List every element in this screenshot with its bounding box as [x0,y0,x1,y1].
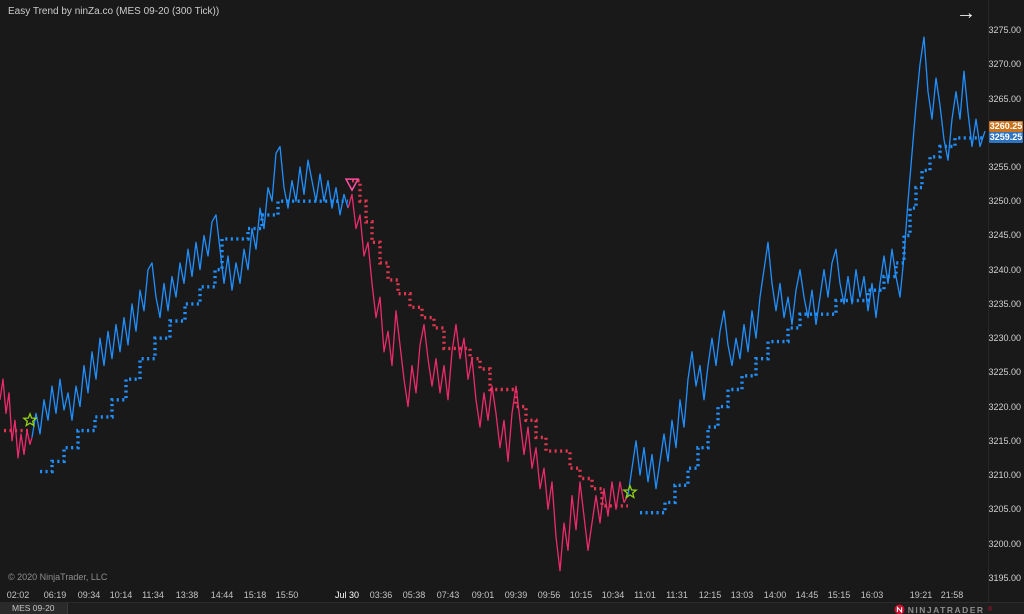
copyright-text: © 2020 NinjaTrader, LLC [8,572,108,582]
time-axis-label: 19:21 [909,590,933,600]
time-axis-label: 06:19 [43,590,67,600]
time-axis-label: 15:50 [275,590,299,600]
price-axis-label: 3250.00 [988,196,1021,206]
price-axis-label: 3275.00 [988,25,1021,35]
bottom-bar: MES 09-20 NINJATRADER ® [0,602,1024,614]
price-axis-label: 3235.00 [988,299,1021,309]
price-axis-label: 3245.00 [988,230,1021,240]
price-line-up [31,145,349,438]
last-price-badge: 3260.25 [989,121,1023,132]
time-axis[interactable]: 02:02 06:19 09:34 10:14 11:34 13:38 14:44 15:18… [0,588,988,602]
time-axis-label: 07:43 [436,590,460,600]
chart-title: Easy Trend by ninZa.co (MES 09-20 (300 T… [8,6,220,17]
price-axis-label: 3225.00 [988,367,1021,377]
time-axis-label: 15:15 [827,590,851,600]
ninjatrader-logo-text: NINJATRADER [907,604,985,614]
time-axis-label: 09:56 [537,590,561,600]
time-axis-label: 21:58 [940,590,964,600]
trend-down-triangle-marker [344,178,360,192]
time-axis-label: 02:02 [6,590,30,600]
ninjatrader-logo: NINJATRADER ® [894,604,992,614]
time-axis-label: 13:38 [175,590,199,600]
trend-up-star-marker [622,483,638,499]
time-axis-label: 14:45 [795,590,819,600]
time-axis-label: 05:38 [402,590,426,600]
trend-stop-line-up [40,199,348,474]
time-axis-label: 09:34 [77,590,101,600]
time-axis-label: 12:15 [698,590,722,600]
price-axis-label: 3265.00 [988,94,1021,104]
time-axis-label: Jul 30 [334,590,360,600]
price-axis-label: 3220.00 [988,402,1021,412]
time-axis-label: 14:00 [763,590,787,600]
scroll-to-latest-arrow-icon[interactable]: → [956,2,976,24]
time-axis-label: 15:18 [243,590,267,600]
price-axis-label: 3230.00 [988,333,1021,343]
price-axis-label: 3255.00 [988,162,1021,172]
time-axis-label: 03:36 [369,590,393,600]
time-axis-label: 13:03 [730,590,754,600]
price-axis[interactable]: 3275.003270.003265.003260.003255.003250.… [988,0,1024,602]
price-chart-canvas[interactable] [0,0,988,588]
price-axis-label: 3240.00 [988,265,1021,275]
time-axis-label: 16:03 [860,590,884,600]
time-axis-label: 09:01 [471,590,495,600]
trend-stop-price-badge: 3259.25 [989,132,1023,143]
price-line-up [627,36,986,496]
price-line-down [347,193,629,572]
time-axis-label: 10:34 [601,590,625,600]
instrument-tab[interactable]: MES 09-20 [0,603,68,614]
trend-stop-line-up [640,136,985,515]
price-axis-label: 3215.00 [988,436,1021,446]
time-axis-label: 11:34 [142,590,164,600]
price-axis-label: 3270.00 [988,59,1021,69]
trend-up-star-marker [22,411,38,428]
time-axis-label: 14:44 [210,590,234,600]
price-axis-label: 3195.00 [988,573,1021,583]
ninjatrader-logo-icon [894,604,905,614]
time-axis-label: 10:15 [569,590,593,600]
time-axis-label: 11:01 [634,590,656,600]
price-line-down [0,378,33,459]
time-axis-label: 10:14 [109,590,133,600]
price-axis-label: 3205.00 [988,504,1021,514]
time-axis-label: 09:39 [504,590,528,600]
price-axis-label: 3200.00 [988,539,1021,549]
price-axis-label: 3210.00 [988,470,1021,480]
registered-mark: ® [987,606,992,613]
time-axis-label: 11:31 [666,590,688,600]
